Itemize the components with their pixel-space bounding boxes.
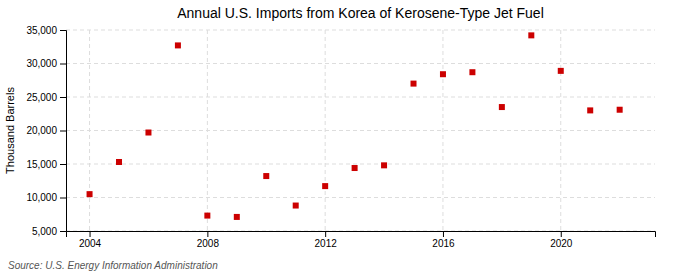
tick-mark xyxy=(60,30,66,31)
tick: 35,000 xyxy=(26,25,66,36)
tick: 2016 xyxy=(432,231,455,249)
tick-mark xyxy=(325,231,326,237)
tick: 2008 xyxy=(197,231,220,249)
point xyxy=(87,191,93,197)
grid-line xyxy=(66,30,655,31)
point xyxy=(587,107,593,113)
tick-label: 2016 xyxy=(432,238,455,249)
point xyxy=(469,69,475,75)
tick-label: 10,000 xyxy=(26,192,57,203)
chart: 2004 2008 2012 2016 2020 5,000 10,000 15,000 20,… xyxy=(0,0,675,275)
tick-mark xyxy=(60,131,66,132)
point xyxy=(234,214,240,220)
tick-label: 2004 xyxy=(79,238,102,249)
tick-mark xyxy=(561,231,562,237)
tick-mark xyxy=(443,231,444,237)
point xyxy=(145,130,151,136)
point xyxy=(293,203,299,209)
tick-mark xyxy=(60,64,66,65)
tick-mark xyxy=(60,231,66,232)
tick-mark xyxy=(60,97,66,98)
y-axis: 5,000 10,000 15,000 20,000 25,000 30,000 35,00… xyxy=(26,25,66,237)
point xyxy=(381,162,387,168)
point xyxy=(263,173,269,179)
point xyxy=(440,71,446,77)
tick-label: 30,000 xyxy=(26,58,57,69)
tick-mark xyxy=(60,198,66,199)
point xyxy=(499,104,505,110)
points xyxy=(87,32,623,220)
grid-line xyxy=(560,30,561,231)
point xyxy=(116,159,122,165)
point xyxy=(528,32,534,38)
title: Annual U.S. Imports from Korea of Kerose… xyxy=(177,5,544,21)
x-axis: 2004 2008 2012 2016 2020 xyxy=(67,231,656,249)
grid-line xyxy=(66,197,655,198)
tick-label: 2012 xyxy=(315,238,338,249)
y-axis-title: Thousand Barrels xyxy=(4,87,16,174)
tick: 2020 xyxy=(550,231,573,249)
tick: 5,000 xyxy=(32,226,66,237)
grid-line xyxy=(66,130,655,131)
point xyxy=(617,107,623,113)
tick-mark xyxy=(90,231,91,237)
tick-label: 5,000 xyxy=(32,226,57,237)
point xyxy=(322,183,328,189)
tick: 15,000 xyxy=(26,159,66,170)
point xyxy=(204,213,210,219)
tick-label: 2008 xyxy=(197,238,220,249)
axis-line xyxy=(60,31,67,232)
grid xyxy=(66,30,655,231)
point xyxy=(175,42,181,48)
plot: 2004 2008 2012 2016 2020 5,000 10,000 15,000 20,… xyxy=(26,25,655,249)
tick-label: 25,000 xyxy=(26,92,57,103)
tick-label: 35,000 xyxy=(26,25,57,36)
tick-mark xyxy=(60,164,66,165)
tick-mark xyxy=(207,231,208,237)
tick-label: 2020 xyxy=(550,238,573,249)
axis-line xyxy=(67,232,656,238)
point xyxy=(558,68,564,74)
tick-label: 15,000 xyxy=(26,159,57,170)
tick: 25,000 xyxy=(26,92,66,103)
grid-line xyxy=(442,30,443,231)
annotation: Source: U.S. Energy Information Administ… xyxy=(8,260,218,271)
point xyxy=(411,81,417,87)
tick: 30,000 xyxy=(26,58,66,69)
grid-line xyxy=(66,97,655,98)
tick: 10,000 xyxy=(26,192,66,203)
point xyxy=(352,165,358,171)
tick: 20,000 xyxy=(26,125,66,136)
grid-line xyxy=(66,63,655,64)
tick: 2012 xyxy=(315,231,338,249)
grid-line xyxy=(66,164,655,165)
tick-label: 20,000 xyxy=(26,125,57,136)
tick: 2004 xyxy=(79,231,102,249)
